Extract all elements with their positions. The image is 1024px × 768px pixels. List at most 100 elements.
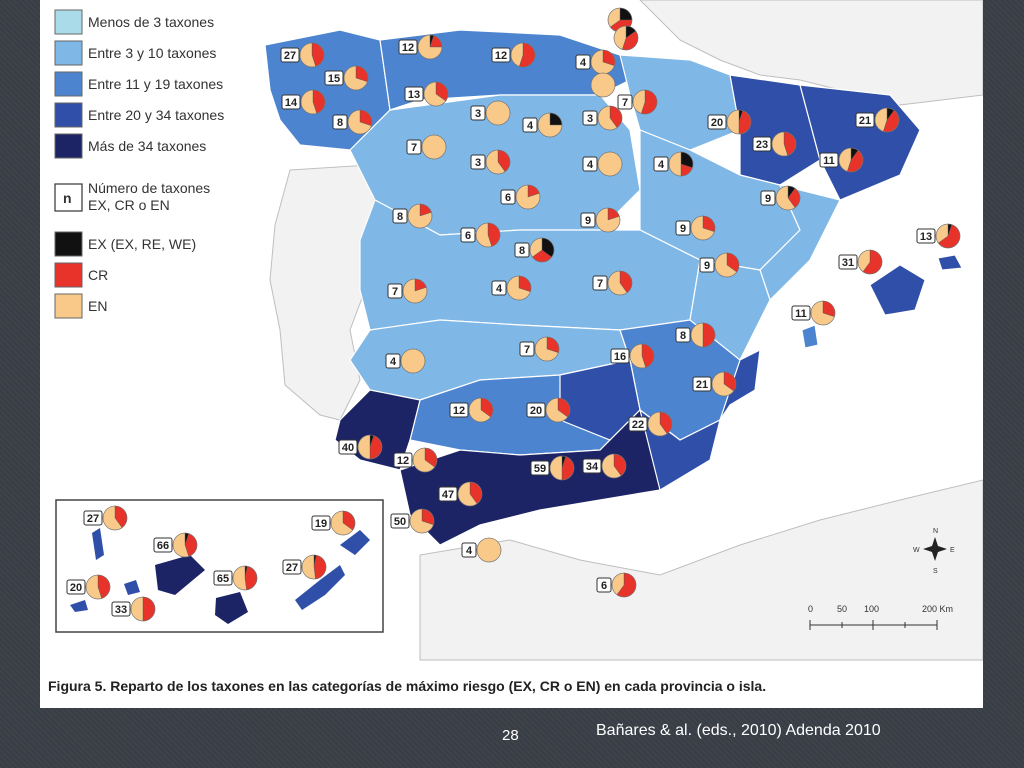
province-pie-p36: 16	[610, 343, 655, 369]
count-label: 21	[859, 115, 871, 127]
count-label: 4	[580, 57, 587, 69]
count-box	[387, 283, 403, 299]
scale-label-0: 0	[808, 604, 813, 614]
count-box	[280, 47, 300, 63]
province-pie-p24: 6	[460, 222, 501, 248]
pie-outline	[590, 72, 616, 98]
scale-label-200: 200 Km	[922, 604, 953, 614]
province-pie-p22: 9	[760, 185, 801, 211]
province-pie-p10: 4	[522, 112, 563, 138]
province-pie-p23: 8	[392, 203, 433, 229]
count-box	[66, 579, 86, 595]
count-label: 13	[920, 231, 932, 243]
pie-outline	[330, 510, 356, 536]
count-box	[752, 136, 772, 152]
province-pie-p5	[607, 7, 633, 33]
province-pie-p45: 50	[390, 508, 435, 534]
province-pie-p55: 20	[66, 574, 111, 600]
province-pie-p17: 4	[653, 151, 694, 177]
map-canvas: Menos de 3 taxones Entre 3 y 10 taxones En…	[40, 0, 983, 661]
province-pie-p54: 66	[153, 532, 198, 558]
count-label: 11	[823, 155, 835, 167]
province-pie-p20: 21	[855, 107, 900, 133]
count-box	[83, 510, 103, 526]
province-pie-p42: 12	[393, 447, 438, 473]
count-box	[575, 54, 591, 70]
count-label: 9	[765, 193, 771, 205]
count-box	[617, 94, 633, 110]
pie-outline	[595, 207, 621, 233]
count-label: 9	[704, 260, 710, 272]
compass-star-icon	[923, 537, 947, 561]
province-pie-p2: 12	[398, 34, 443, 60]
pie-outline	[400, 348, 426, 374]
province-pie-p32: 7	[592, 270, 633, 296]
legend-category-swatch-0	[54, 231, 83, 257]
legend: Menos de 3 taxones Entre 3 y 10 taxones En…	[54, 9, 224, 319]
pie-outline	[714, 252, 740, 278]
count-label: 34	[586, 461, 599, 473]
legend-class-label-0: Menos de 3 taxones	[88, 14, 214, 30]
pie-outline	[475, 222, 501, 248]
count-label: 13	[408, 89, 420, 101]
province-pie-p27: 9	[580, 207, 621, 233]
legend-category-label-0: EX (EX, RE, WE)	[88, 236, 196, 252]
count-box	[675, 327, 691, 343]
count-label: 4	[658, 159, 665, 171]
island-menorca	[937, 254, 963, 271]
legend-category-label-2: EN	[88, 298, 107, 314]
province-pie-p51: 11	[791, 300, 836, 326]
pie-outline	[668, 151, 694, 177]
count-box	[324, 70, 344, 86]
province-pie-p34: 4	[385, 348, 426, 374]
pie-outline	[301, 554, 327, 580]
count-label: 4	[496, 283, 503, 295]
count-box	[592, 275, 608, 291]
count-label: 20	[530, 405, 542, 417]
province-pie-p26: 8	[514, 237, 555, 263]
count-box	[675, 220, 691, 236]
count-label: 20	[711, 117, 723, 129]
count-box	[449, 402, 469, 418]
pie-outline	[421, 134, 447, 160]
pie-outline	[417, 34, 443, 60]
pie-outline	[537, 112, 563, 138]
pie-outline	[775, 185, 801, 211]
count-box	[610, 348, 630, 364]
pie-outline	[613, 25, 639, 51]
pie-outline	[857, 249, 883, 275]
count-box	[460, 227, 476, 243]
scale-bar: 0 50 100 200 Km	[808, 604, 953, 630]
count-box	[628, 416, 648, 432]
count-label: 21	[696, 379, 708, 391]
count-label: 8	[337, 117, 343, 129]
count-label: 4	[527, 120, 534, 132]
pie-outline	[629, 343, 655, 369]
count-label: 14	[285, 97, 298, 109]
province-pie-p29: 9	[699, 252, 740, 278]
count-label: 8	[397, 211, 403, 223]
count-label: 27	[284, 50, 296, 62]
count-label: 8	[519, 245, 525, 257]
island-tenerife	[155, 555, 205, 595]
province-pie-p49: 31	[838, 249, 883, 275]
island-la-palma	[92, 528, 104, 560]
pie-outline	[347, 109, 373, 135]
province-pie-p53: 27	[83, 505, 128, 531]
island-el-hierro	[70, 600, 88, 612]
count-box	[916, 228, 936, 244]
count-label: 19	[315, 518, 327, 530]
count-label: 50	[394, 516, 406, 528]
count-label: 16	[614, 351, 626, 363]
pie-outline	[611, 572, 637, 598]
island-lanzarote	[340, 530, 370, 555]
legend-category-label-1: CR	[88, 267, 108, 283]
count-box	[791, 305, 811, 321]
province-pie-p56: 33	[111, 596, 156, 622]
count-label: 9	[680, 223, 686, 235]
count-box	[390, 513, 410, 529]
count-label: 7	[622, 97, 628, 109]
pie-outline	[935, 223, 961, 249]
count-label: 66	[157, 540, 169, 552]
count-box	[393, 452, 413, 468]
